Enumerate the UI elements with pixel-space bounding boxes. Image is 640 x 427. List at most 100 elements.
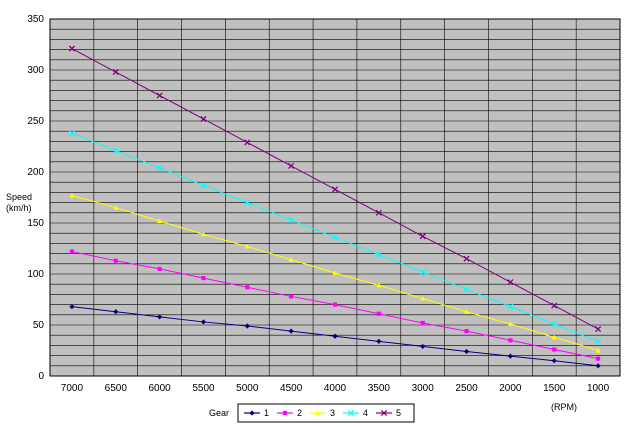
data-point <box>595 363 601 369</box>
legend-item: 1 <box>244 408 269 418</box>
legend-swatch-marker <box>380 409 388 417</box>
data-point <box>463 348 470 355</box>
data-point <box>332 333 338 339</box>
data-point <box>331 186 339 193</box>
data-point <box>595 338 602 345</box>
data-point <box>376 338 382 344</box>
legend-item: 5 <box>376 408 401 418</box>
data-point <box>420 295 426 301</box>
data-point <box>332 270 338 276</box>
data-point <box>375 209 382 216</box>
x-tick-label: 2500 <box>455 383 478 394</box>
data-point <box>200 319 207 325</box>
data-point <box>507 353 513 359</box>
x-tick-label: 5000 <box>236 383 259 394</box>
data-point <box>200 115 207 123</box>
legend-label: 5 <box>396 408 401 418</box>
legend-swatch-marker <box>315 410 321 416</box>
data-point <box>508 338 513 343</box>
legend-label: 2 <box>297 408 302 418</box>
y-tick-label: 300 <box>27 65 44 76</box>
data-point <box>331 234 339 241</box>
data-point <box>595 347 601 353</box>
data-point <box>244 199 251 206</box>
data-point <box>157 218 163 224</box>
data-point <box>463 255 470 262</box>
data-point <box>551 358 557 364</box>
data-point <box>420 343 426 350</box>
data-point <box>201 276 206 281</box>
data-point <box>551 302 558 309</box>
data-point <box>376 311 381 316</box>
data-point <box>332 302 338 307</box>
legend-label: 3 <box>330 408 335 418</box>
series-1 <box>69 304 601 369</box>
x-axis-label: (RPM) <box>551 402 577 412</box>
y-tick-label: 150 <box>27 218 44 229</box>
legend-title: Gear <box>209 408 229 418</box>
x-tick-label: 5500 <box>192 383 215 394</box>
data-point <box>69 304 75 310</box>
legend-swatch-marker <box>249 410 255 416</box>
series-layer <box>68 45 602 369</box>
data-point <box>595 356 601 361</box>
data-point <box>419 233 426 240</box>
x-tick-label: 6500 <box>105 383 128 394</box>
data-point <box>507 303 514 310</box>
data-point <box>156 164 163 171</box>
y-axis: 0 50 100 150 200 250 300 350 <box>27 14 44 382</box>
series-3 <box>69 192 601 353</box>
y-axis-label: Speed <box>6 192 32 202</box>
x-tick-label: 3500 <box>368 383 391 394</box>
data-point <box>157 314 163 320</box>
data-point <box>156 92 163 99</box>
series-2 <box>69 249 601 361</box>
data-point <box>288 328 294 334</box>
data-point <box>419 268 426 276</box>
data-point <box>551 320 558 328</box>
x-tick-label: 4000 <box>324 383 347 394</box>
series-4 <box>68 130 602 345</box>
data-point <box>376 282 382 288</box>
data-point <box>552 347 557 352</box>
y-tick-label: 200 <box>27 167 44 178</box>
legend-item: 2 <box>277 408 302 418</box>
legend-item: 3 <box>310 408 335 418</box>
data-point <box>288 162 295 169</box>
legend-label: 1 <box>264 408 269 418</box>
plot-area <box>49 18 621 377</box>
legend-label: 4 <box>363 408 368 418</box>
x-axis: 7000 6500 6000 5500 5000 4500 4000 3500 3000 2500… <box>61 383 610 394</box>
legend-item: 4 <box>343 408 368 418</box>
data-point <box>595 326 602 333</box>
data-point <box>244 243 250 249</box>
y-tick-label: 350 <box>27 14 44 25</box>
data-point <box>112 147 119 154</box>
x-tick-label: 4500 <box>280 383 303 394</box>
data-point <box>507 279 514 286</box>
data-point <box>244 139 251 146</box>
legend-swatch-marker <box>347 409 355 417</box>
data-point <box>69 192 75 198</box>
data-point <box>68 130 75 137</box>
data-point <box>200 182 207 189</box>
legend-swatch-marker <box>282 410 288 416</box>
series-5 <box>68 45 602 333</box>
data-point <box>245 285 250 290</box>
data-point <box>289 294 294 299</box>
data-point <box>69 249 75 254</box>
data-point <box>157 266 162 271</box>
data-point <box>288 216 295 223</box>
x-tick-label: 6000 <box>148 383 171 394</box>
data-point <box>507 321 513 327</box>
data-point <box>375 251 382 258</box>
x-tick-label: 1500 <box>543 383 566 394</box>
x-tick-label: 1000 <box>587 383 610 394</box>
data-point <box>200 231 207 237</box>
data-point <box>113 309 119 315</box>
y-tick-label: 0 <box>38 371 44 382</box>
data-point <box>112 68 119 76</box>
y-axis-unit: (km/h) <box>6 203 32 213</box>
data-point <box>420 320 425 326</box>
